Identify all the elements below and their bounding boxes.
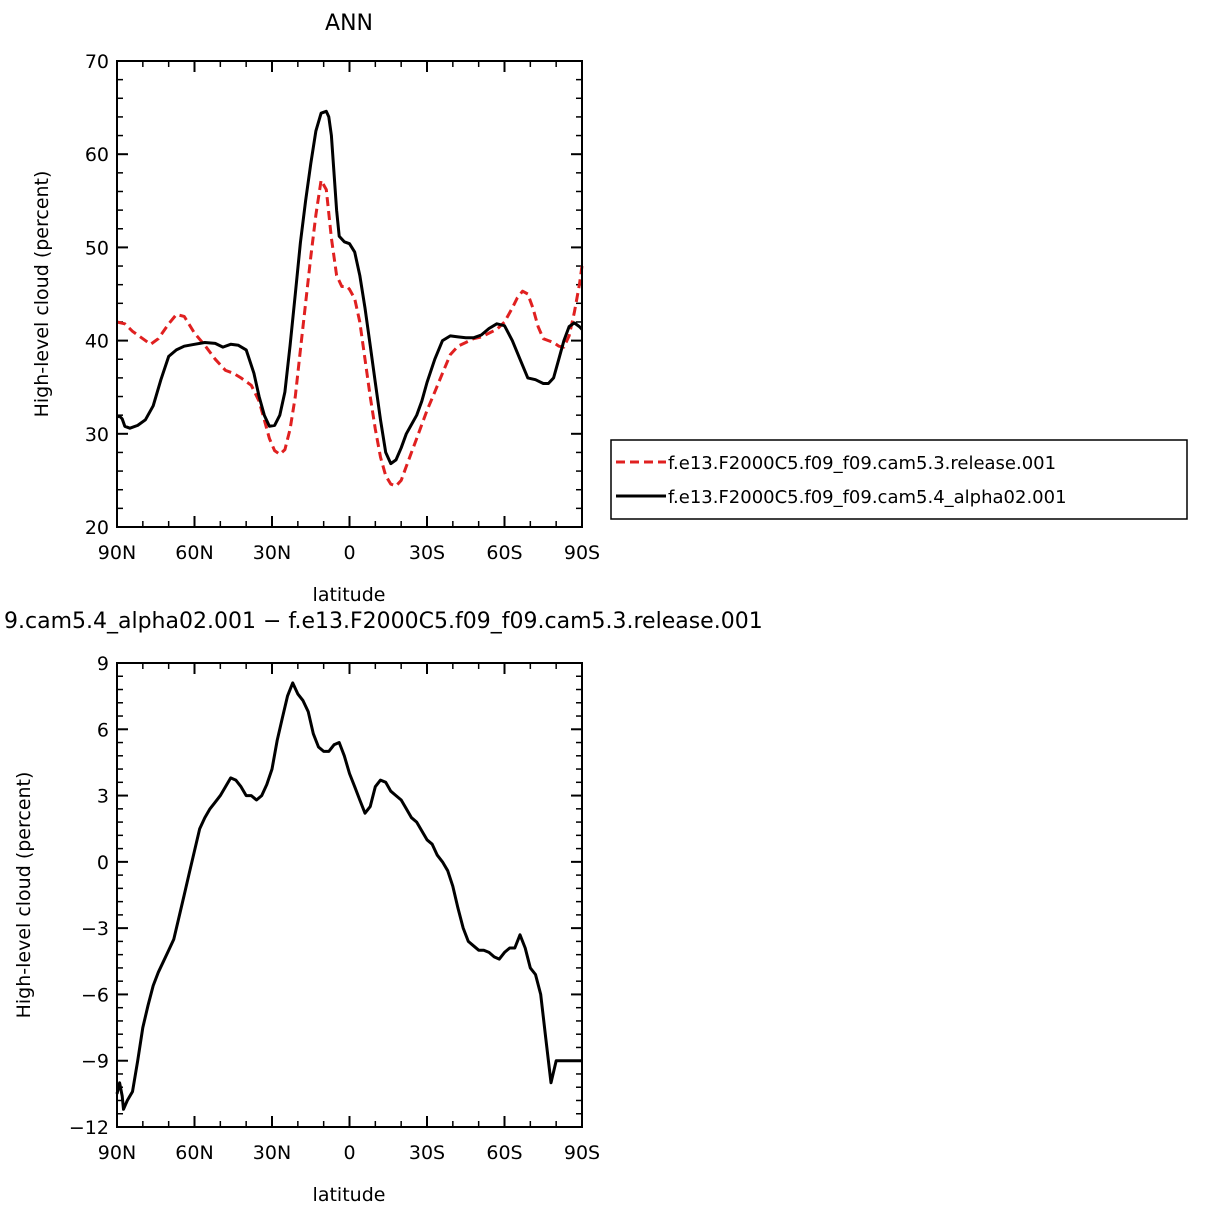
bottom-ytick-label: 9 bbox=[97, 653, 109, 675]
top-chart-title: ANN bbox=[325, 11, 373, 36]
bottom-ytick-label: 6 bbox=[97, 719, 109, 741]
bottom-ytick-label: −6 bbox=[81, 984, 109, 1006]
top-chart-panel: ANN High-level cloud (percent) latitude … bbox=[31, 11, 600, 606]
bottom-xtick-label: 60S bbox=[486, 1142, 522, 1164]
bottom-xtick-label: 0 bbox=[343, 1142, 355, 1164]
top-chart-frame bbox=[116, 60, 583, 528]
top-ytick-label: 40 bbox=[85, 331, 109, 353]
top-xtick-label: 30N bbox=[253, 542, 291, 564]
top-chart-ticks: 20 30 40 50 60 70 90N 60N 30N 0 30S 60S 90S bbox=[85, 51, 600, 564]
top-xtick-label: 0 bbox=[343, 542, 355, 564]
top-xtick-label: 90S bbox=[564, 542, 600, 564]
top-ytick-label: 60 bbox=[85, 144, 109, 166]
top-series-line-0 bbox=[116, 178, 584, 488]
top-xtick-label: 60N bbox=[175, 542, 213, 564]
bottom-chart-xlabel: latitude bbox=[313, 1184, 386, 1206]
legend-label-alpha: f.e13.F2000C5.f09_f09.cam5.4_alpha02.001 bbox=[668, 487, 1067, 508]
top-ytick-label: 50 bbox=[85, 237, 109, 259]
bottom-chart-series-group bbox=[115, 681, 582, 1111]
top-ytick-label: 30 bbox=[85, 424, 109, 446]
top-series-line-1 bbox=[116, 109, 584, 466]
top-xtick-label: 30S bbox=[409, 542, 445, 564]
bottom-ytick-label: −12 bbox=[69, 1117, 109, 1139]
bottom-series-line-0 bbox=[115, 681, 582, 1111]
bottom-chart-ticks: −12 −9 −6 −3 0 3 6 9 90N 60N 30N 0 30S 60S 90S bbox=[69, 653, 600, 1164]
legend: f.e13.F2000C5.f09_f09.cam5.3.release.001… bbox=[610, 439, 1188, 520]
bottom-ytick-label: −3 bbox=[81, 918, 109, 940]
bottom-xtick-label: 90S bbox=[564, 1142, 600, 1164]
bottom-chart-panel: 9.cam5.4_alpha02.001 − f.e13.F2000C5.f09… bbox=[4, 609, 763, 1206]
legend-box bbox=[610, 439, 1188, 520]
bottom-chart-title: 9.cam5.4_alpha02.001 − f.e13.F2000C5.f09… bbox=[4, 609, 763, 634]
bottom-xtick-label: 30N bbox=[253, 1142, 291, 1164]
legend-label-release: f.e13.F2000C5.f09_f09.cam5.3.release.001 bbox=[668, 453, 1056, 474]
bottom-ytick-label: −9 bbox=[81, 1051, 109, 1073]
bottom-chart-ylabel: High-level cloud (percent) bbox=[13, 772, 35, 1019]
bottom-xtick-label: 30S bbox=[409, 1142, 445, 1164]
bottom-xtick-label: 60N bbox=[175, 1142, 213, 1164]
bottom-ytick-label: 3 bbox=[97, 786, 109, 808]
bottom-ytick-label: 0 bbox=[97, 852, 109, 874]
top-chart-ylabel: High-level cloud (percent) bbox=[31, 171, 53, 418]
top-xtick-label: 90N bbox=[98, 542, 136, 564]
top-ytick-label: 20 bbox=[85, 517, 109, 539]
top-ytick-label: 70 bbox=[85, 51, 109, 73]
bottom-chart-frame bbox=[116, 662, 583, 1128]
top-xtick-label: 60S bbox=[486, 542, 522, 564]
top-chart-xlabel: latitude bbox=[313, 584, 386, 606]
top-chart-series-group bbox=[116, 109, 584, 488]
bottom-xtick-label: 90N bbox=[98, 1142, 136, 1164]
